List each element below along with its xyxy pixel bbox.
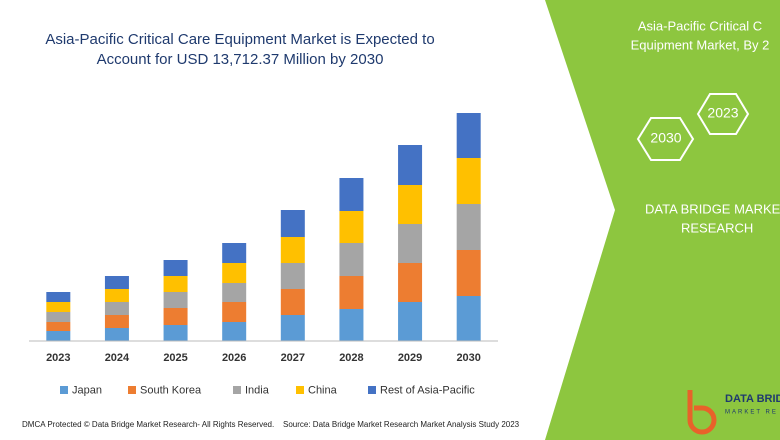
bar-segment xyxy=(104,315,129,328)
bar-segment xyxy=(46,312,71,322)
legend-label: India xyxy=(245,384,270,396)
logo-text: MARKET RE xyxy=(725,410,778,416)
bar-segment xyxy=(104,328,129,341)
bar-segment xyxy=(46,302,71,312)
bar-segment xyxy=(222,302,247,322)
bar-segment xyxy=(104,289,129,302)
bar-segment xyxy=(398,145,423,185)
footer-right: Source: Data Bridge Market Research Mark… xyxy=(283,420,520,429)
bar-segment xyxy=(163,308,188,325)
bar-segment xyxy=(398,263,423,302)
panel-heading: Equipment Market, By 2 xyxy=(631,37,770,52)
bar-segment xyxy=(46,322,71,331)
legend-label: China xyxy=(308,384,338,396)
x-tick-label: 2029 xyxy=(398,352,422,364)
x-tick-label: 2026 xyxy=(222,352,246,364)
bar-segment xyxy=(280,237,305,263)
bar-segment xyxy=(398,185,423,224)
hexagon-label: 2023 xyxy=(707,105,738,121)
bar-segment xyxy=(398,302,423,341)
x-tick-label: 2024 xyxy=(105,352,130,364)
bar-segment xyxy=(339,243,364,276)
bar-segment xyxy=(163,292,188,308)
bar-segment xyxy=(339,211,364,243)
bar-segment xyxy=(163,325,188,341)
legend-label: Japan xyxy=(72,384,102,396)
legend-label: Rest of Asia-Pacific xyxy=(380,384,475,396)
bar-segment xyxy=(280,289,305,315)
footer-left: DMCA Protected © Data Bridge Market Rese… xyxy=(22,420,274,429)
hexagon-label: 2030 xyxy=(650,130,681,146)
x-tick-label: 2023 xyxy=(46,352,70,364)
bar-segment xyxy=(104,302,129,315)
panel-brand: DATA BRIDGE MARKE xyxy=(645,201,780,216)
logo-icon xyxy=(687,390,717,435)
legend-swatch xyxy=(233,386,241,394)
bar-segment xyxy=(222,283,247,302)
bar-segment xyxy=(222,263,247,283)
bar-segment xyxy=(339,309,364,341)
panel-heading: Asia-Pacific Critical C xyxy=(638,18,762,33)
bar-segment xyxy=(222,243,247,263)
x-tick-label: 2027 xyxy=(281,352,305,364)
hexagon xyxy=(696,93,750,135)
hexagon xyxy=(636,117,695,161)
bar-segment xyxy=(280,263,305,289)
logo-text: DATA BRID xyxy=(725,393,780,405)
bar-segment xyxy=(456,296,481,341)
bar-segment xyxy=(46,292,71,302)
x-tick-label: 2028 xyxy=(339,352,363,364)
bar-segment xyxy=(280,210,305,237)
legend-swatch xyxy=(128,386,136,394)
bar-segment xyxy=(163,260,188,276)
legend-label: South Korea xyxy=(140,384,202,396)
bar-segment xyxy=(163,276,188,292)
green-panel xyxy=(545,0,780,440)
bar-segment xyxy=(456,204,481,250)
x-tick-label: 2025 xyxy=(163,352,187,364)
bar-segment xyxy=(456,250,481,296)
chart-title: Account for USD 13,712.37 Million by 203… xyxy=(97,51,384,68)
bar-segment xyxy=(104,276,129,289)
chart-title: Asia-Pacific Critical Care Equipment Mar… xyxy=(45,31,434,48)
legend-swatch xyxy=(368,386,376,394)
bar-segment xyxy=(456,158,481,204)
bar-segment xyxy=(339,276,364,309)
legend-swatch xyxy=(296,386,304,394)
bar-segment xyxy=(46,331,71,341)
bar-segment xyxy=(280,315,305,341)
legend-swatch xyxy=(60,386,68,394)
panel-brand: RESEARCH xyxy=(681,220,753,235)
x-tick-label: 2030 xyxy=(456,352,480,364)
bar-segment xyxy=(456,113,481,158)
bar-segment xyxy=(339,178,364,211)
bar-segment xyxy=(222,322,247,341)
bar-segment xyxy=(398,224,423,263)
